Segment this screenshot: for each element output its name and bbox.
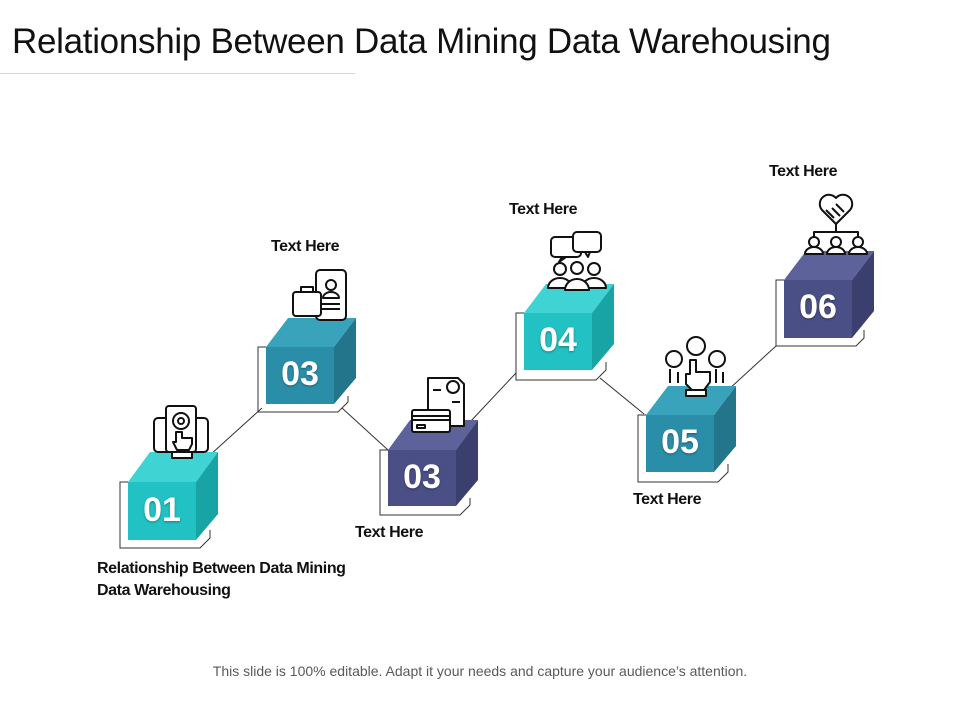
step-label-03: Text Here: [355, 524, 424, 541]
step-cube-01: [119, 452, 218, 549]
step-number-06: 06: [799, 288, 837, 326]
step-label-02: Text Here: [271, 238, 340, 255]
step-cube-03: [379, 420, 478, 516]
step-number-05: 05: [661, 423, 699, 461]
step-label-01: Relationship Between Data Mining Data Wa…: [97, 560, 346, 599]
title-divider: [0, 73, 355, 74]
credit-card-invoice-icon: [411, 377, 465, 433]
touch-settings-tablet-icon: [153, 405, 209, 459]
connector-lines: [209, 345, 777, 456]
step-number-02: 03: [281, 355, 319, 393]
team-discussion-finance-icon: [547, 231, 607, 291]
step-number-03: 03: [403, 458, 441, 496]
step-label-05: Text Here: [633, 491, 702, 508]
touch-select-people-network-icon: [665, 336, 726, 397]
step-label-04: Text Here: [509, 201, 578, 218]
step-number-04: 04: [539, 321, 577, 359]
slide-title: Relationship Between Data Mining Data Wa…: [12, 22, 831, 61]
handshake-team-hierarchy-icon: [804, 193, 868, 255]
step-number-01: 01: [143, 491, 181, 529]
briefcase-mobile-profile-icon: [292, 269, 347, 321]
step-label-06: Text Here: [769, 163, 838, 180]
step-cube-02: [257, 318, 356, 413]
step-cube-06: [775, 251, 874, 347]
step-cube-05: [637, 386, 736, 483]
slide-footer: This slide is 100% editable. Adapt it yo…: [212, 663, 748, 679]
step-cube-04: [515, 284, 614, 381]
